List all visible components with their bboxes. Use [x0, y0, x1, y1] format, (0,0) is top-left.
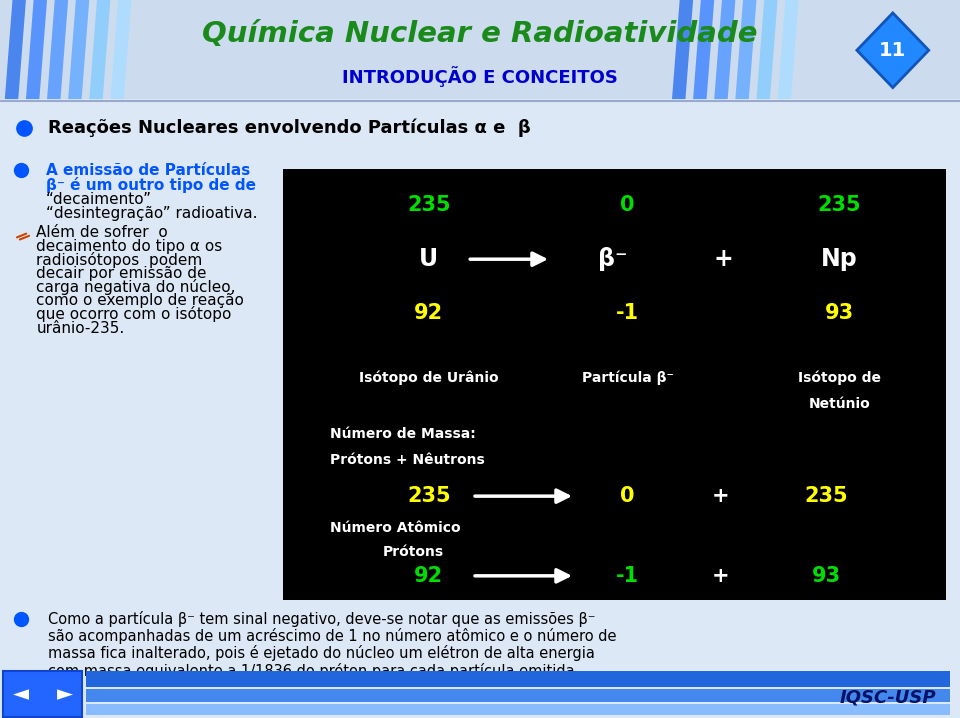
Text: 93: 93 [825, 303, 854, 323]
FancyBboxPatch shape [3, 671, 82, 717]
FancyBboxPatch shape [86, 689, 950, 702]
Polygon shape [68, 0, 89, 99]
Polygon shape [47, 0, 68, 99]
Text: “desintegração” radioativa.: “desintegração” radioativa. [46, 206, 257, 220]
Text: +: + [711, 566, 730, 586]
Polygon shape [5, 0, 26, 99]
Polygon shape [778, 0, 799, 99]
Text: massa fica inalterado, pois é ejetado do núcleo um elétron de alta energia: massa fica inalterado, pois é ejetado do… [48, 645, 595, 661]
Text: Além de sofrer  o: Além de sofrer o [36, 225, 168, 240]
Text: ►: ► [58, 684, 73, 704]
Polygon shape [672, 0, 693, 99]
Text: Partícula β⁻: Partícula β⁻ [582, 370, 674, 385]
Text: Isótopo de: Isótopo de [798, 370, 881, 385]
Text: β⁻: β⁻ [598, 247, 628, 271]
Text: urânio-235.: urânio-235. [36, 321, 125, 335]
Text: Número Atômico: Número Atômico [329, 521, 460, 536]
Text: Como a partícula β⁻ tem sinal negativo, deve-se notar que as emissões β⁻: Como a partícula β⁻ tem sinal negativo, … [48, 611, 595, 627]
Text: IQSC-USP: IQSC-USP [839, 689, 936, 707]
Text: β⁻ é um outro tipo de de: β⁻ é um outro tipo de de [46, 177, 256, 193]
FancyBboxPatch shape [283, 169, 946, 600]
Text: 0: 0 [620, 195, 635, 215]
Text: 11: 11 [879, 41, 906, 60]
Text: radioisótopos  podem: radioisótopos podem [36, 252, 203, 268]
Polygon shape [756, 0, 778, 99]
FancyBboxPatch shape [86, 704, 950, 715]
Polygon shape [693, 0, 714, 99]
Text: -1: -1 [616, 303, 639, 323]
Text: 0: 0 [620, 486, 635, 506]
Text: Prótons + Nêutrons: Prótons + Nêutrons [329, 452, 484, 467]
Text: Np: Np [821, 247, 858, 271]
Text: Netúnio: Netúnio [808, 396, 871, 411]
Text: “decaimento”: “decaimento” [46, 192, 152, 207]
Text: decaimento do tipo α os: decaimento do tipo α os [36, 239, 223, 253]
Text: 235: 235 [407, 486, 451, 506]
Text: +: + [714, 247, 733, 271]
FancyBboxPatch shape [86, 671, 950, 687]
Text: 92: 92 [415, 303, 444, 323]
Text: com massa equivalente a 1/1836 do próton para cada partícula emitida.: com massa equivalente a 1/1836 do próton… [48, 663, 580, 679]
Text: A emissão de Partículas: A emissão de Partículas [46, 163, 251, 177]
Text: +: + [711, 486, 730, 506]
Text: Isótopo de Urânio: Isótopo de Urânio [359, 370, 499, 385]
Text: que ocorro com o isótopo: que ocorro com o isótopo [36, 307, 232, 322]
FancyBboxPatch shape [0, 0, 960, 99]
Text: Reações Nucleares envolvendo Partículas α e  β: Reações Nucleares envolvendo Partículas … [48, 118, 531, 137]
Polygon shape [26, 0, 47, 99]
Text: 93: 93 [812, 566, 841, 586]
Text: INTRODUÇÃO E CONCEITOS: INTRODUÇÃO E CONCEITOS [342, 66, 618, 88]
Text: 235: 235 [804, 486, 849, 506]
Text: são acompanhadas de um acréscimo de 1 no número atômico e o número de: são acompanhadas de um acréscimo de 1 no… [48, 628, 616, 644]
Text: -1: -1 [616, 566, 639, 586]
Text: Número de Massa:: Número de Massa: [329, 426, 475, 441]
Text: Prótons: Prótons [382, 545, 444, 559]
Text: 235: 235 [818, 195, 861, 215]
Text: como o exemplo de reação: como o exemplo de reação [36, 294, 245, 308]
Text: 235: 235 [407, 195, 451, 215]
Polygon shape [857, 13, 928, 88]
Text: ◄: ◄ [13, 684, 29, 704]
Polygon shape [110, 0, 132, 99]
Text: decair por emissão de: decair por emissão de [36, 266, 207, 281]
Text: Química Nuclear e Radioatividade: Química Nuclear e Radioatividade [203, 21, 757, 48]
Polygon shape [714, 0, 735, 99]
Polygon shape [89, 0, 110, 99]
Text: U: U [420, 247, 439, 271]
Text: carga negativa do núcleo,: carga negativa do núcleo, [36, 279, 236, 295]
Text: 92: 92 [415, 566, 444, 586]
Polygon shape [735, 0, 756, 99]
